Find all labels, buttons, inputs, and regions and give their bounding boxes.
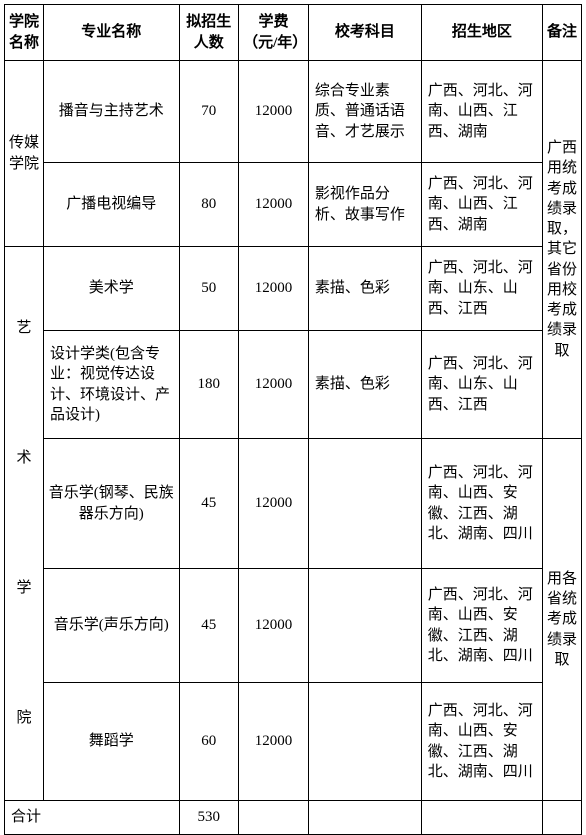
cell-enroll: 50 [179, 247, 239, 331]
cell-exam: 素描、色彩 [308, 247, 421, 331]
cell-major: 音乐学(钢琴、民族器乐方向) [44, 439, 180, 569]
cell-exam [308, 439, 421, 569]
cell-region: 广西、河北、河南、山西、安徽、江西、湖北、湖南、四川 [421, 683, 542, 801]
empty-cell [239, 801, 309, 835]
cell-enroll: 60 [179, 683, 239, 801]
cell-region: 广西、河北、河南、山西、安徽、江西、湖北、湖南、四川 [421, 439, 542, 569]
header-note: 备注 [542, 5, 581, 61]
cell-major: 设计学类(包含专业：视觉传达设计、环境设计、产品设计) [44, 331, 180, 439]
cell-exam: 综合专业素质、普通话语音、才艺展示 [308, 61, 421, 163]
cell-fee: 12000 [239, 163, 309, 247]
header-enroll: 拟招生人数 [179, 5, 239, 61]
art-char: 学 [16, 578, 31, 598]
table-header-row: 学院名称 专业名称 拟招生人数 学费（元/年） 校考科目 招生地区 备注 [5, 5, 582, 61]
header-fee: 学费（元/年） [239, 5, 309, 61]
cell-enroll: 45 [179, 569, 239, 683]
cell-region: 广西、河北、河南、山西、安徽、江西、湖北、湖南、四川 [421, 569, 542, 683]
empty-cell [308, 801, 421, 835]
cell-major: 播音与主持艺术 [44, 61, 180, 163]
cell-major: 舞蹈学 [44, 683, 180, 801]
school-art: 艺 术 学 院 [5, 247, 44, 801]
enrollment-table: 学院名称 专业名称 拟招生人数 学费（元/年） 校考科目 招生地区 备注 传媒学… [4, 4, 582, 835]
art-char: 艺 [16, 318, 31, 338]
cell-fee: 12000 [239, 61, 309, 163]
table-row: 设计学类(包含专业：视觉传达设计、环境设计、产品设计) 180 12000 素描… [5, 331, 582, 439]
table-row: 音乐学(钢琴、民族器乐方向) 45 12000 广西、河北、河南、山西、安徽、江… [5, 439, 582, 569]
header-region: 招生地区 [421, 5, 542, 61]
total-row: 合计 530 [5, 801, 582, 835]
cell-major: 音乐学(声乐方向) [44, 569, 180, 683]
header-school: 学院名称 [5, 5, 44, 61]
table-row: 广播电视编导 80 12000 影视作品分析、故事写作 广西、河北、河南、山西、… [5, 163, 582, 247]
cell-enroll: 180 [179, 331, 239, 439]
table-row: 舞蹈学 60 12000 广西、河北、河南、山西、安徽、江西、湖北、湖南、四川 [5, 683, 582, 801]
empty-cell [421, 801, 542, 835]
cell-fee: 12000 [239, 439, 309, 569]
cell-fee: 12000 [239, 569, 309, 683]
table-row: 传媒学院 播音与主持艺术 70 12000 综合专业素质、普通话语音、才艺展示 … [5, 61, 582, 163]
cell-region: 广西、河北、河南、山西、江西、湖南 [421, 163, 542, 247]
cell-major: 美术学 [44, 247, 180, 331]
cell-region: 广西、河北、河南、山西、江西、湖南 [421, 61, 542, 163]
note-group2: 用各省统考成绩录取 [542, 439, 581, 801]
note-group1: 广西用统考成绩录取，其它省份用校考成绩录取 [542, 61, 581, 439]
art-char: 术 [16, 448, 31, 468]
table-row: 音乐学(声乐方向) 45 12000 广西、河北、河南、山西、安徽、江西、湖北、… [5, 569, 582, 683]
cell-exam [308, 683, 421, 801]
table-row: 艺 术 学 院 美术学 50 12000 素描、色彩 广西、河北、河南、山东、山… [5, 247, 582, 331]
cell-enroll: 70 [179, 61, 239, 163]
cell-region: 广西、河北、河南、山东、山西、江西 [421, 247, 542, 331]
header-major: 专业名称 [44, 5, 180, 61]
cell-fee: 12000 [239, 247, 309, 331]
cell-enroll: 45 [179, 439, 239, 569]
school-media: 传媒学院 [5, 61, 44, 247]
art-char: 院 [16, 708, 31, 728]
header-exam: 校考科目 [308, 5, 421, 61]
cell-major: 广播电视编导 [44, 163, 180, 247]
cell-exam [308, 569, 421, 683]
total-value: 530 [179, 801, 239, 835]
total-label: 合计 [5, 801, 180, 835]
cell-exam: 素描、色彩 [308, 331, 421, 439]
cell-fee: 12000 [239, 331, 309, 439]
cell-fee: 12000 [239, 683, 309, 801]
cell-exam: 影视作品分析、故事写作 [308, 163, 421, 247]
cell-region: 广西、河北、河南、山东、山西、江西 [421, 331, 542, 439]
cell-enroll: 80 [179, 163, 239, 247]
empty-cell [542, 801, 581, 835]
